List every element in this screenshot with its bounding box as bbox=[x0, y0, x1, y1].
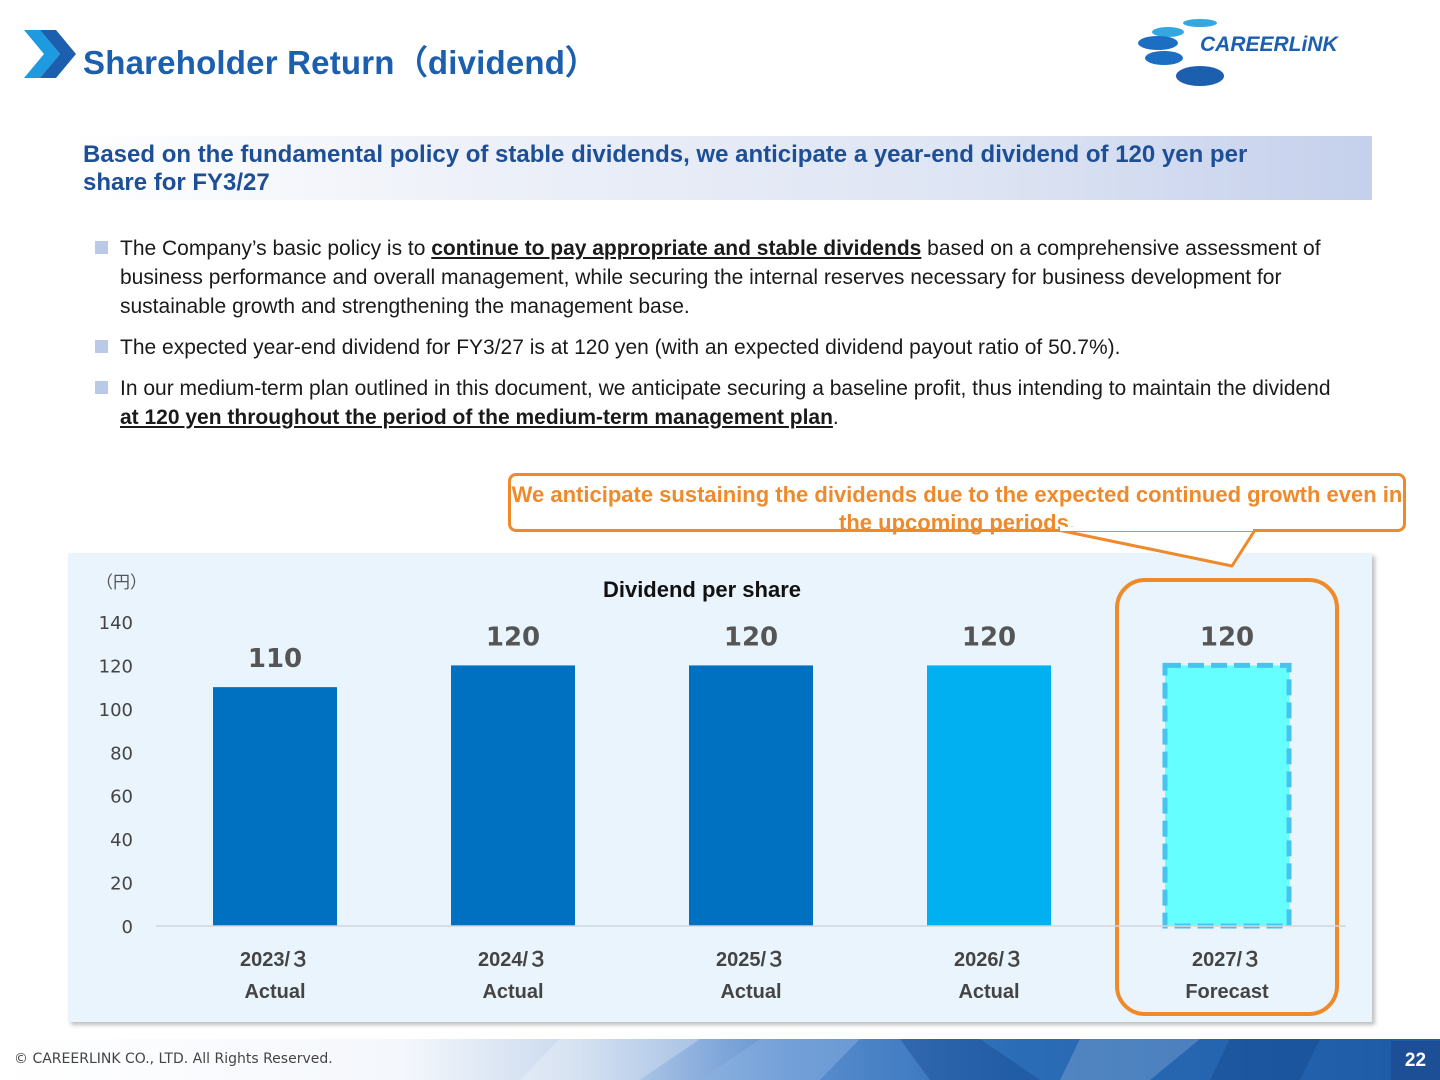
y-tick-label: 0 bbox=[122, 917, 133, 938]
x-category-year: 2026/３ bbox=[954, 949, 1024, 971]
x-category-year: 2024/３ bbox=[478, 949, 548, 971]
callout-box: We anticipate sustaining the dividends d… bbox=[508, 473, 1406, 535]
y-tick-label: 140 bbox=[99, 613, 133, 634]
data-label: 110 bbox=[248, 644, 302, 674]
square-bullet-icon bbox=[95, 340, 108, 353]
chart-panel: Dividend per share （円） 0 20 40 60 80 100 120 140 1… bbox=[68, 553, 1372, 1022]
y-tick-label: 120 bbox=[99, 656, 133, 677]
y-tick-label: 100 bbox=[99, 700, 133, 721]
bar-2024/３ bbox=[451, 665, 575, 926]
page-number: 22 bbox=[1391, 1041, 1440, 1080]
bar-2027/３ bbox=[1162, 662, 1292, 929]
x-category-status: Actual bbox=[720, 981, 781, 1003]
data-label: 120 bbox=[1200, 622, 1254, 652]
x-category-status: Actual bbox=[244, 981, 305, 1003]
x-category-year: 2025/３ bbox=[716, 949, 786, 971]
copyright-text: © CAREERLINK CO., LTD. All Rights Reserv… bbox=[14, 1051, 333, 1067]
data-label: 120 bbox=[962, 622, 1016, 652]
y-tick-label: 40 bbox=[110, 830, 133, 851]
footer-bar: © CAREERLINK CO., LTD. All Rights Reserv… bbox=[0, 1039, 1440, 1080]
square-bullet-icon bbox=[95, 381, 108, 394]
bar-2025/３ bbox=[689, 665, 813, 926]
bar-2026/３ bbox=[927, 665, 1051, 926]
bullet-item: The expected year-end dividend for FY3/2… bbox=[95, 333, 1355, 362]
footer-pattern bbox=[520, 1039, 1320, 1080]
emphasis-text: at 120 yen throughout the period of the … bbox=[120, 406, 833, 429]
y-tick-label: 80 bbox=[110, 743, 133, 764]
callout-text: We anticipate sustaining the dividends d… bbox=[511, 482, 1403, 535]
x-category-status: Forecast bbox=[1185, 981, 1269, 1003]
x-category-year: 2027/３ bbox=[1192, 949, 1262, 971]
chevron-right-icon bbox=[24, 30, 76, 78]
svg-text:CAREERLiNK: CAREERLiNK bbox=[1200, 33, 1340, 56]
bullet-list: The Company’s basic policy is to continu… bbox=[95, 234, 1355, 444]
page-title: Shareholder Return（dividend） bbox=[83, 44, 599, 81]
y-tick-label: 20 bbox=[110, 874, 133, 895]
data-label: 120 bbox=[486, 622, 540, 652]
careerlink-logo: CAREERLiNK bbox=[1138, 19, 1340, 86]
banner-text: Based on the fundamental policy of stabl… bbox=[83, 141, 1248, 196]
bullet-item: The Company’s basic policy is to continu… bbox=[95, 234, 1355, 321]
y-unit-label: （円） bbox=[96, 573, 147, 593]
bar-2023/３ bbox=[213, 687, 337, 926]
square-bullet-icon bbox=[95, 241, 108, 254]
forecast-highlight-frame bbox=[1115, 578, 1339, 1016]
x-category-status: Actual bbox=[958, 981, 1019, 1003]
chart-title: Dividend per share bbox=[603, 577, 801, 602]
y-tick-label: 60 bbox=[110, 787, 133, 808]
x-category-status: Actual bbox=[482, 981, 543, 1003]
x-category-year: 2023/３ bbox=[240, 949, 310, 971]
data-label: 120 bbox=[724, 622, 778, 652]
emphasis-text: continue to pay appropriate and stable d… bbox=[431, 237, 922, 260]
dividend-bar-chart: Dividend per share （円） 0 20 40 60 80 100 120 140 1… bbox=[96, 573, 1346, 1016]
summary-banner: Based on the fundamental policy of stabl… bbox=[68, 136, 1372, 200]
bullet-item: In our medium-term plan outlined in this… bbox=[95, 374, 1355, 432]
